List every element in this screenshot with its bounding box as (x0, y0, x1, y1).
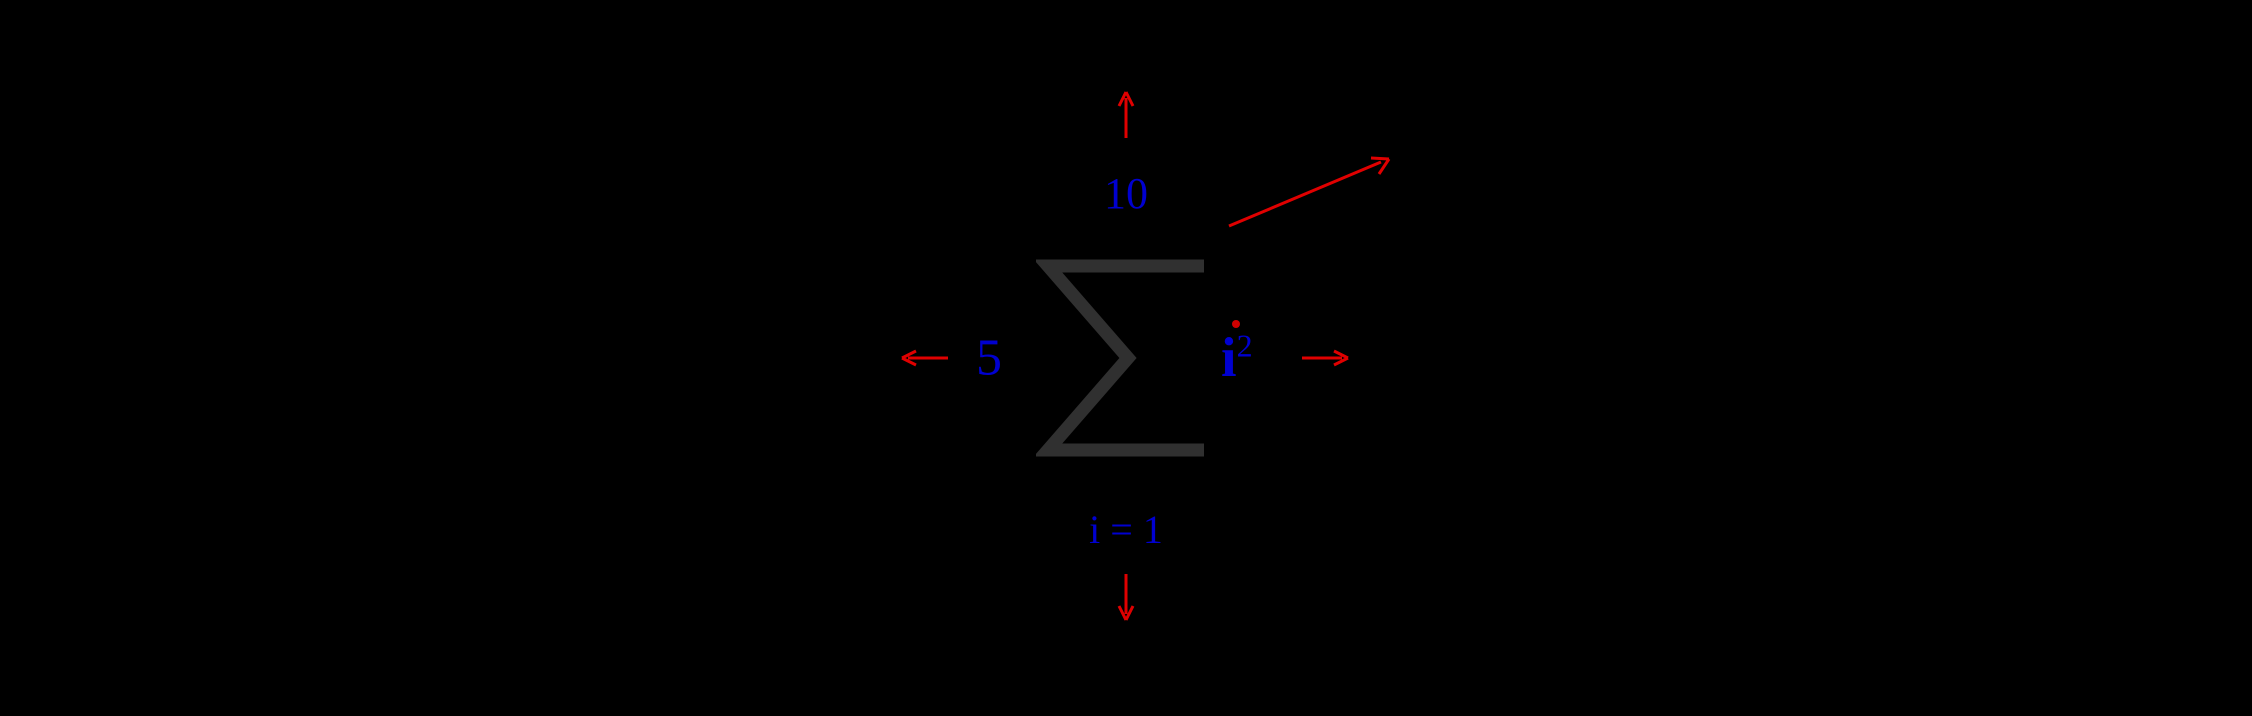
expression-exponent: 2 (1237, 327, 1253, 363)
marker-dot (1232, 320, 1240, 328)
sigma-symbol (1036, 258, 1216, 458)
expression: i2 (1221, 326, 1253, 390)
expression-base: i (1221, 327, 1237, 389)
arrow-diagonal-icon (1221, 148, 1401, 238)
left-coefficient: 5 (976, 329, 1002, 388)
upper-limit: 10 (1104, 168, 1148, 219)
arrow-up-icon (1112, 88, 1140, 144)
arrow-left-icon (898, 344, 954, 372)
arrow-right-icon (1296, 344, 1352, 372)
lower-limit: i = 1 (1089, 506, 1163, 553)
arrow-down-icon (1112, 568, 1140, 624)
summation-diagram: 10 i = 1 5 i2 (826, 58, 1426, 658)
